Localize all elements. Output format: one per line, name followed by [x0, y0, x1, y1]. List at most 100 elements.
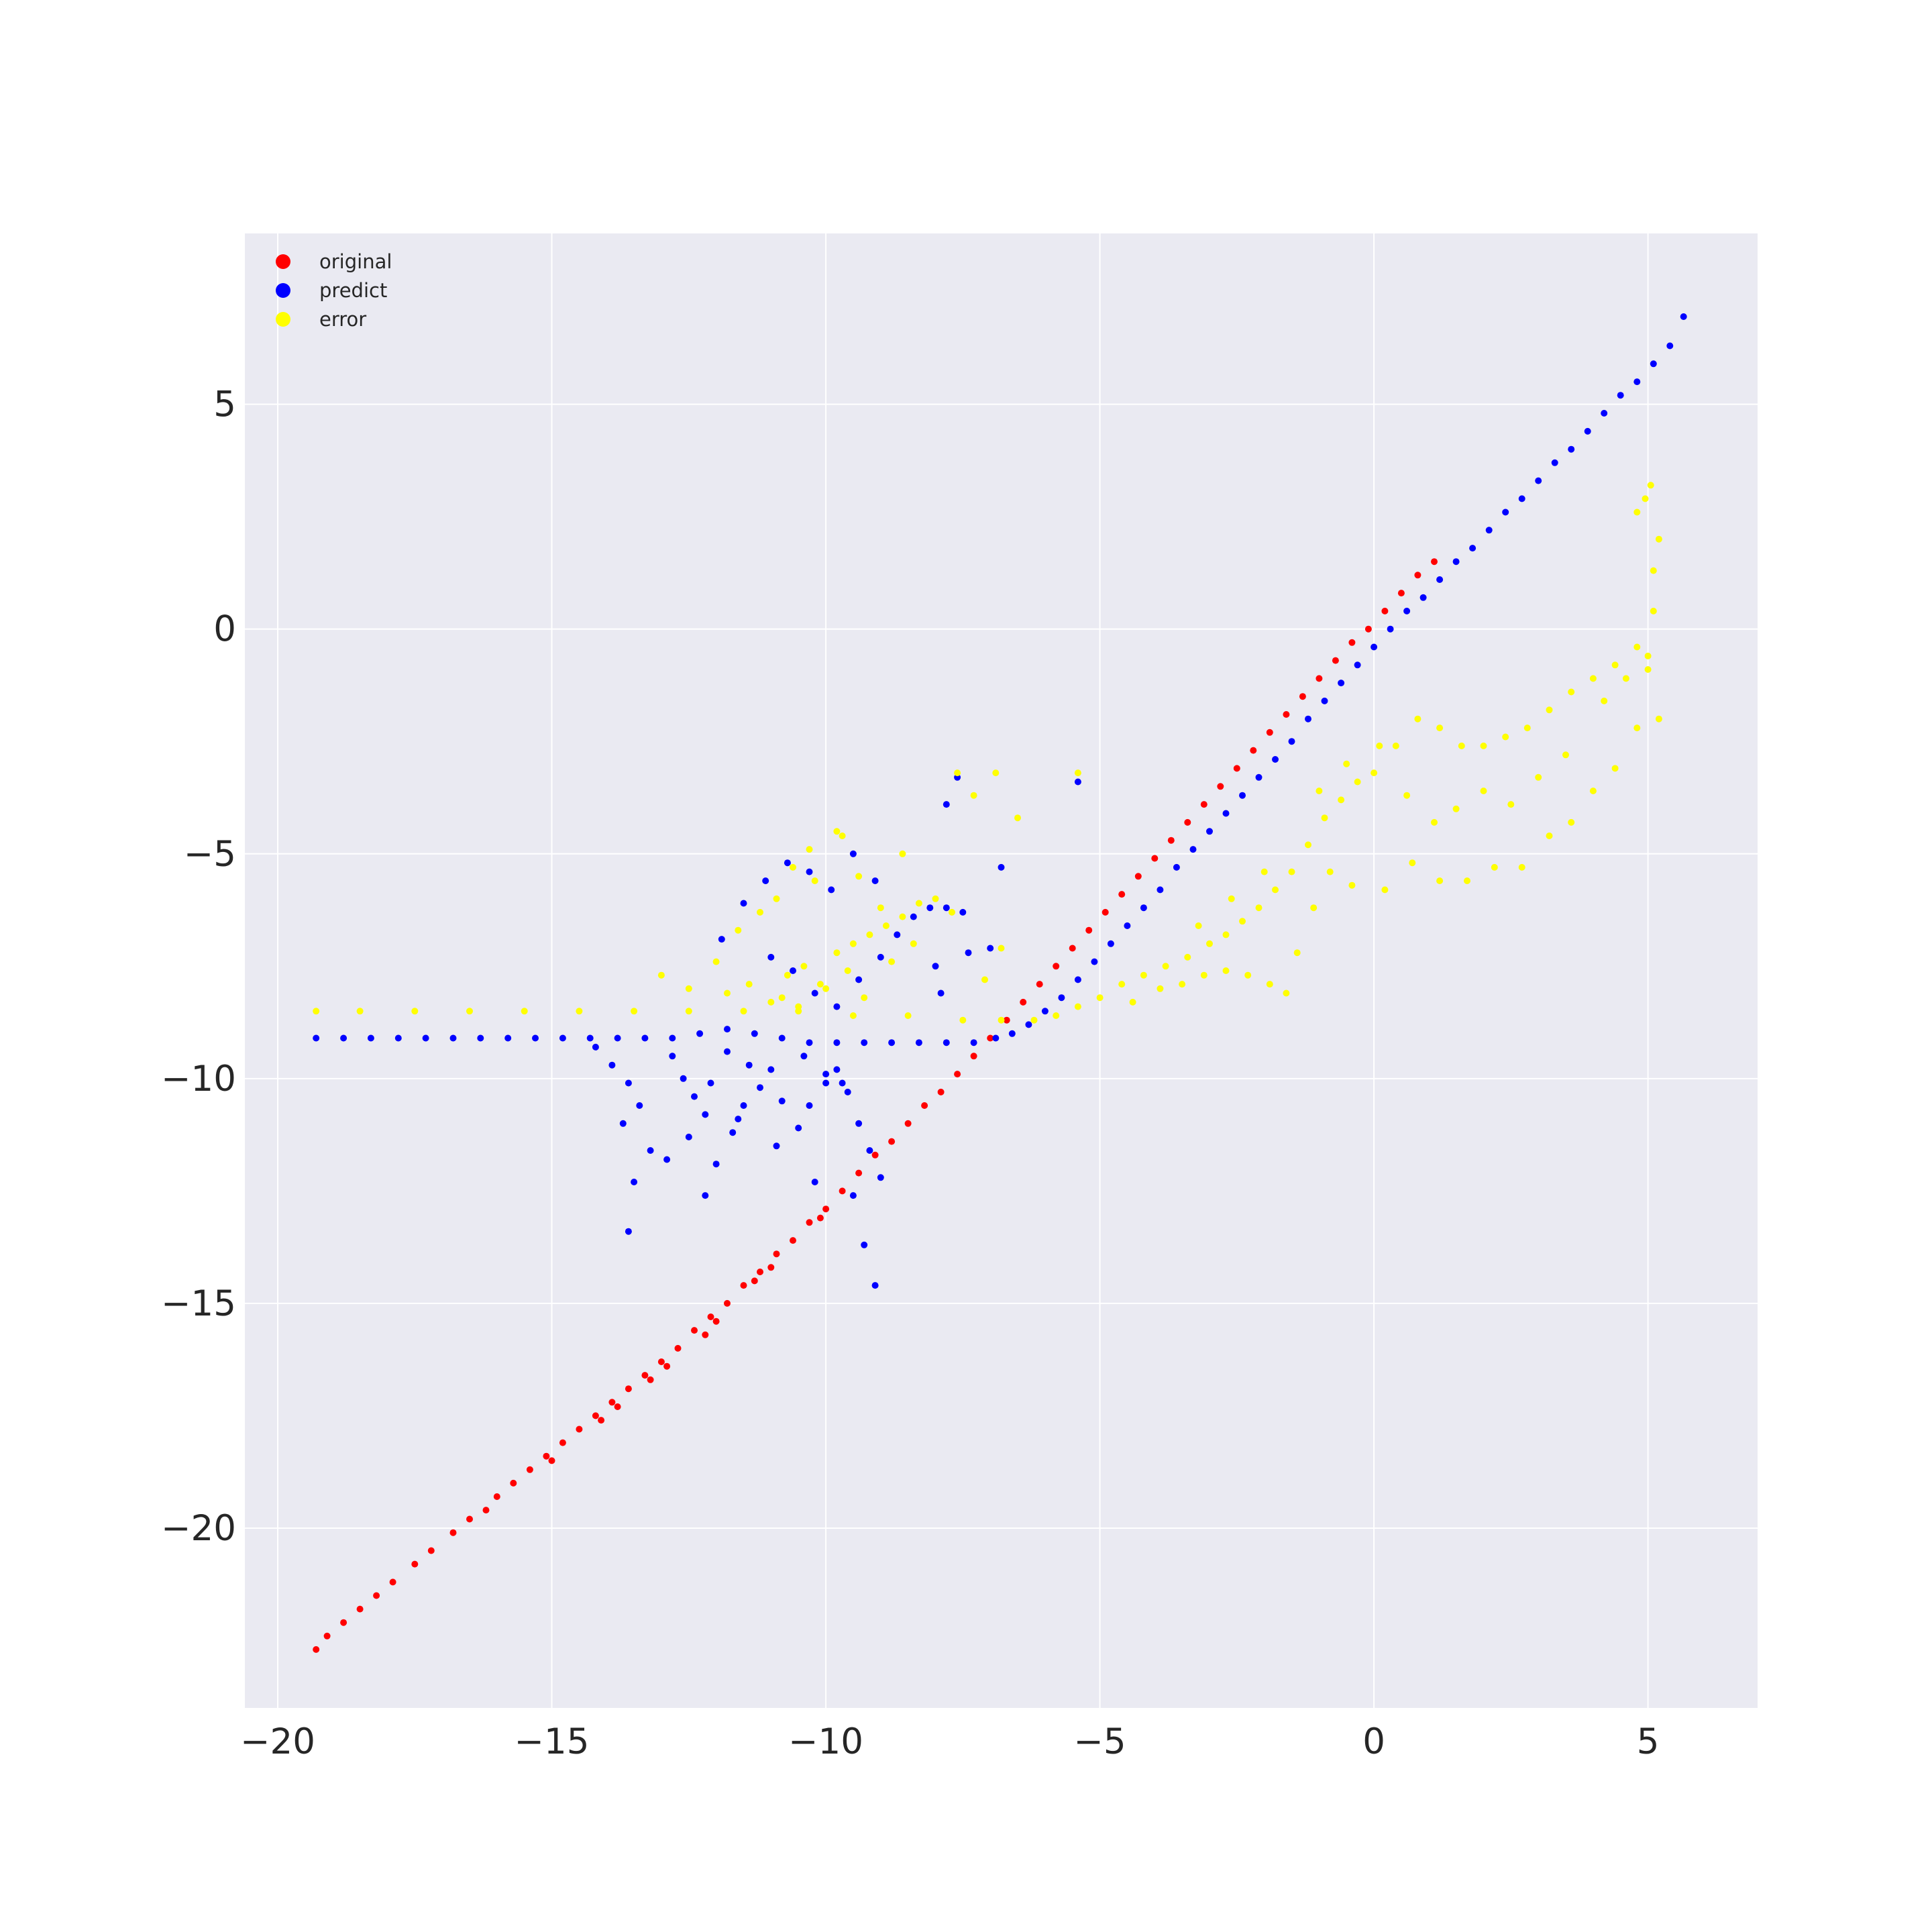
point-original — [954, 1071, 961, 1078]
point-original — [1364, 625, 1372, 633]
point-original — [592, 1412, 599, 1419]
point-original — [389, 1578, 396, 1586]
point-predict — [663, 1156, 671, 1163]
x-tick-label: 5 — [1637, 1721, 1660, 1762]
point-predict — [959, 908, 967, 916]
point-error — [1096, 994, 1104, 1002]
point-predict — [751, 1030, 758, 1037]
point-error — [411, 1008, 419, 1015]
point-error — [773, 895, 780, 902]
series-error — [313, 482, 1662, 1024]
point-original — [707, 1313, 714, 1320]
point-predict — [735, 1116, 742, 1123]
point-error — [1403, 792, 1411, 799]
point-predict — [1469, 545, 1477, 552]
point-error — [1140, 971, 1147, 979]
point-error — [811, 877, 818, 884]
point-original — [543, 1452, 550, 1460]
point-original — [790, 1237, 796, 1244]
point-error — [882, 922, 890, 929]
point-error — [849, 1012, 857, 1019]
point-predict — [1419, 594, 1427, 601]
point-predict — [422, 1034, 429, 1042]
point-predict — [702, 1111, 709, 1118]
point-original — [740, 1282, 747, 1289]
point-predict — [614, 1034, 621, 1042]
series-original — [313, 558, 1438, 1653]
point-predict — [849, 1192, 857, 1199]
point-original — [1299, 693, 1306, 700]
point-original — [822, 1205, 830, 1213]
point-error — [949, 908, 955, 916]
point-original — [1118, 891, 1126, 898]
point-original — [1036, 981, 1043, 988]
legend: original predict error — [276, 250, 392, 331]
point-error — [795, 1003, 802, 1010]
point-predict — [877, 1174, 884, 1181]
point-predict — [965, 949, 972, 957]
point-original — [1085, 926, 1093, 934]
point-error — [724, 989, 731, 997]
point-predict — [861, 1039, 868, 1046]
point-error — [1014, 814, 1021, 822]
point-error — [954, 769, 961, 777]
point-error — [1074, 1003, 1081, 1010]
point-error — [1644, 652, 1652, 659]
point-error — [740, 1008, 747, 1015]
point-error — [981, 976, 988, 983]
series-predict — [313, 313, 1687, 1289]
point-original — [526, 1466, 533, 1473]
point-predict — [729, 1129, 737, 1136]
point-predict — [608, 1061, 616, 1069]
point-original — [757, 1269, 763, 1275]
point-predict — [888, 1039, 896, 1046]
point-error — [1562, 751, 1569, 759]
point-error — [356, 1008, 364, 1015]
point-predict — [696, 1030, 704, 1037]
point-error — [1409, 859, 1416, 867]
point-error — [1480, 742, 1487, 749]
point-error — [1118, 981, 1126, 988]
point-error — [1491, 863, 1498, 871]
point-original — [871, 1151, 879, 1159]
point-predict — [1680, 313, 1687, 320]
point-predict — [631, 1179, 638, 1185]
point-original — [987, 1034, 994, 1042]
point-predict — [1617, 392, 1624, 399]
point-predict — [778, 1097, 786, 1105]
point-predict — [1371, 643, 1378, 651]
point-original — [888, 1138, 896, 1145]
point-predict — [641, 1034, 649, 1042]
point-predict — [871, 877, 879, 884]
point-error — [970, 792, 977, 799]
point-original — [449, 1529, 457, 1536]
point-predict — [647, 1147, 654, 1154]
point-error — [1074, 769, 1081, 777]
point-original — [614, 1403, 621, 1410]
point-predict — [1124, 922, 1131, 929]
point-original — [1381, 607, 1389, 614]
data-points — [313, 313, 1687, 1653]
point-original — [674, 1344, 682, 1352]
point-original — [1348, 639, 1356, 646]
point-error — [1222, 931, 1230, 938]
point-predict — [636, 1102, 643, 1109]
point-error — [959, 1016, 967, 1024]
point-original — [855, 1169, 863, 1177]
point-error — [1260, 868, 1268, 875]
legend-marker-predict — [276, 283, 290, 298]
point-original — [1283, 711, 1290, 718]
point-original — [1431, 558, 1438, 566]
point-predict — [861, 1241, 868, 1248]
point-error — [849, 940, 857, 947]
point-error — [735, 926, 742, 934]
point-original — [1316, 675, 1323, 682]
point-predict — [669, 1034, 676, 1042]
point-error — [1546, 833, 1553, 839]
point-original — [340, 1619, 347, 1626]
y-tick-label: −15 — [161, 1283, 236, 1324]
point-error — [1436, 724, 1444, 732]
point-predict — [1305, 715, 1311, 722]
point-original — [1069, 945, 1076, 952]
